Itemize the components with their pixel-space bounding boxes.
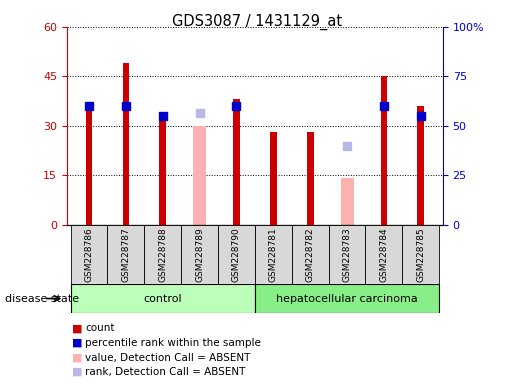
- Text: ■: ■: [72, 338, 82, 348]
- Bar: [255, 284, 439, 313]
- Bar: [71, 284, 255, 313]
- Text: rank, Detection Call = ABSENT: rank, Detection Call = ABSENT: [85, 367, 245, 377]
- Bar: [108, 225, 144, 284]
- Bar: [160, 116, 166, 225]
- Text: GSM228782: GSM228782: [306, 227, 315, 282]
- Text: percentile rank within the sample: percentile rank within the sample: [85, 338, 261, 348]
- Text: GSM228786: GSM228786: [84, 227, 94, 282]
- Text: GSM228788: GSM228788: [158, 227, 167, 282]
- Text: count: count: [85, 323, 114, 333]
- Bar: [366, 225, 402, 284]
- Text: GSM228790: GSM228790: [232, 227, 241, 282]
- Text: GSM228785: GSM228785: [416, 227, 425, 282]
- Bar: [193, 126, 206, 225]
- Text: hepatocellular carcinoma: hepatocellular carcinoma: [276, 293, 418, 304]
- Bar: [329, 225, 366, 284]
- Text: GDS3087 / 1431129_at: GDS3087 / 1431129_at: [173, 13, 342, 30]
- Text: GSM228783: GSM228783: [342, 227, 352, 282]
- Bar: [181, 225, 218, 284]
- Bar: [233, 99, 240, 225]
- Text: ■: ■: [72, 323, 82, 333]
- Bar: [71, 225, 108, 284]
- Bar: [123, 63, 129, 225]
- Bar: [307, 132, 314, 225]
- Text: GSM228789: GSM228789: [195, 227, 204, 282]
- Bar: [418, 106, 424, 225]
- Bar: [218, 225, 255, 284]
- Text: value, Detection Call = ABSENT: value, Detection Call = ABSENT: [85, 353, 250, 362]
- Text: GSM228781: GSM228781: [269, 227, 278, 282]
- Text: ■: ■: [72, 353, 82, 362]
- Bar: [144, 225, 181, 284]
- Bar: [381, 76, 387, 225]
- Bar: [402, 225, 439, 284]
- Text: GSM228787: GSM228787: [122, 227, 130, 282]
- Text: GSM228784: GSM228784: [380, 227, 388, 282]
- Bar: [270, 132, 277, 225]
- Bar: [255, 225, 292, 284]
- Bar: [85, 106, 92, 225]
- Text: control: control: [144, 293, 182, 304]
- Bar: [340, 179, 353, 225]
- Text: ■: ■: [72, 367, 82, 377]
- Bar: [292, 225, 329, 284]
- Text: disease state: disease state: [5, 293, 79, 304]
